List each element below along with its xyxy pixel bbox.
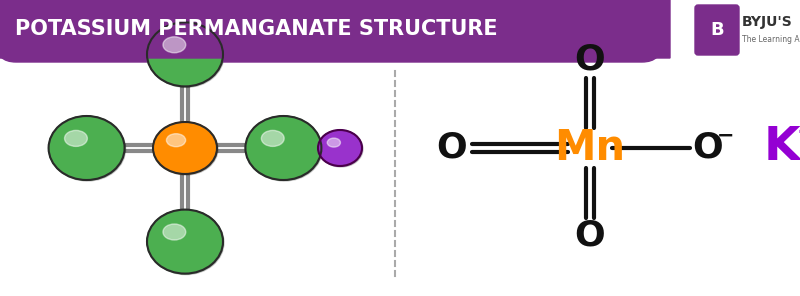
Ellipse shape xyxy=(148,23,224,87)
Ellipse shape xyxy=(65,131,87,147)
FancyBboxPatch shape xyxy=(695,5,739,55)
Ellipse shape xyxy=(262,131,284,147)
Ellipse shape xyxy=(50,117,126,181)
Text: POTASSIUM PERMANGANATE STRUCTURE: POTASSIUM PERMANGANATE STRUCTURE xyxy=(15,19,498,39)
Ellipse shape xyxy=(148,210,224,275)
Text: O: O xyxy=(574,43,606,77)
Ellipse shape xyxy=(318,130,362,166)
Text: B: B xyxy=(710,21,724,39)
Text: O: O xyxy=(693,131,723,165)
Ellipse shape xyxy=(246,116,322,180)
Text: −: − xyxy=(718,126,734,146)
Text: O: O xyxy=(574,219,606,253)
Text: O: O xyxy=(437,131,467,165)
Ellipse shape xyxy=(319,131,363,167)
Ellipse shape xyxy=(246,117,322,181)
Text: Mn: Mn xyxy=(554,127,626,169)
Text: +: + xyxy=(796,120,800,144)
Ellipse shape xyxy=(163,224,186,240)
Ellipse shape xyxy=(147,210,223,274)
Text: K: K xyxy=(764,126,800,170)
Ellipse shape xyxy=(49,116,125,180)
Text: The Learning App: The Learning App xyxy=(742,36,800,44)
FancyBboxPatch shape xyxy=(0,0,662,62)
Ellipse shape xyxy=(163,37,186,53)
Text: BYJU'S: BYJU'S xyxy=(742,15,793,29)
Ellipse shape xyxy=(166,134,186,147)
Ellipse shape xyxy=(147,22,223,86)
Ellipse shape xyxy=(153,122,217,174)
Ellipse shape xyxy=(154,123,218,175)
FancyBboxPatch shape xyxy=(0,0,670,58)
Ellipse shape xyxy=(327,138,341,147)
